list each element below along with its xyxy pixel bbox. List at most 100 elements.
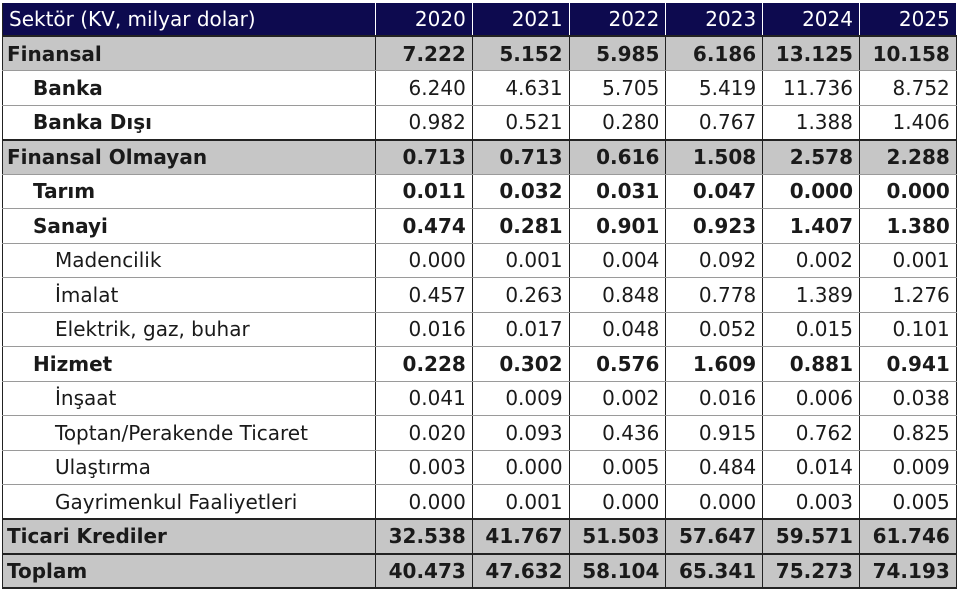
value-cell: 0.101 bbox=[859, 312, 957, 347]
value-cell: 0.484 bbox=[665, 450, 764, 485]
table-row: İmalat 0.457 0.263 0.848 0.778 1.389 1.276 bbox=[2, 277, 957, 313]
value-cell: 41.767 bbox=[472, 518, 570, 554]
value-cell: 0.009 bbox=[472, 381, 570, 416]
value-cell: 0.521 bbox=[472, 105, 570, 140]
value-cell: 2.578 bbox=[762, 138, 860, 175]
header-year: 2020 bbox=[375, 3, 473, 37]
value-cell: 65.341 bbox=[665, 552, 764, 589]
table-row: Toplam 40.473 47.632 58.104 65.341 75.273 74.1… bbox=[2, 552, 957, 589]
value-cell: 59.571 bbox=[762, 518, 860, 554]
table-row: Hizmet 0.228 0.302 0.576 1.609 0.881 0.941 bbox=[2, 346, 957, 382]
value-cell: 0.005 bbox=[859, 484, 957, 520]
value-cell: 0.000 bbox=[375, 484, 473, 520]
row-label: İmalat bbox=[2, 277, 376, 313]
value-cell: 2.288 bbox=[859, 138, 957, 175]
value-cell: 1.389 bbox=[762, 277, 860, 313]
row-label: Hizmet bbox=[2, 346, 376, 382]
header-year: 2021 bbox=[472, 3, 570, 37]
value-cell: 0.092 bbox=[665, 243, 764, 278]
value-cell: 0.778 bbox=[665, 277, 764, 313]
value-cell: 0.263 bbox=[472, 277, 570, 313]
value-cell: 1.276 bbox=[859, 277, 957, 313]
value-cell: 0.881 bbox=[762, 346, 860, 382]
header-year: 2023 bbox=[665, 3, 764, 37]
table-row: Finansal 7.222 5.152 5.985 6.186 13.125 10.158 bbox=[2, 36, 957, 71]
value-cell: 0.014 bbox=[762, 450, 860, 485]
sector-debt-table: Sektör (KV, milyar dolar) 2020 2021 2022… bbox=[2, 3, 957, 589]
value-cell: 0.009 bbox=[859, 450, 957, 485]
value-cell: 0.048 bbox=[569, 312, 667, 347]
table-row: Ulaştırma 0.003 0.000 0.005 0.484 0.014 0.009 bbox=[2, 450, 957, 485]
row-label: Sanayi bbox=[2, 208, 376, 244]
value-cell: 0.941 bbox=[859, 346, 957, 382]
row-label: Madencilik bbox=[2, 243, 376, 278]
value-cell: 0.002 bbox=[762, 243, 860, 278]
row-label: Elektrik, gaz, buhar bbox=[2, 312, 376, 347]
value-cell: 0.000 bbox=[375, 243, 473, 278]
value-cell: 1.407 bbox=[762, 208, 860, 244]
row-label: Ticari Krediler bbox=[2, 518, 376, 554]
value-cell: 0.093 bbox=[472, 415, 570, 451]
table-row: Tarım 0.011 0.032 0.031 0.047 0.000 0.000 bbox=[2, 174, 957, 209]
value-cell: 0.003 bbox=[762, 484, 860, 520]
table-row: Madencilik 0.000 0.001 0.004 0.092 0.002 0.001 bbox=[2, 243, 957, 278]
value-cell: 13.125 bbox=[762, 36, 860, 71]
value-cell: 0.713 bbox=[472, 138, 570, 175]
table-row: Sanayi 0.474 0.281 0.901 0.923 1.407 1.380 bbox=[2, 208, 957, 244]
table-row: Toptan/Perakende Ticaret 0.020 0.093 0.436 0… bbox=[2, 415, 957, 451]
row-label: Finansal Olmayan bbox=[2, 138, 376, 175]
row-label: Tarım bbox=[2, 174, 376, 209]
value-cell: 0.713 bbox=[375, 138, 473, 175]
value-cell: 0.762 bbox=[762, 415, 860, 451]
sector-debt-table-container: Sektör (KV, milyar dolar) 2020 2021 2022… bbox=[2, 3, 957, 589]
row-label: Finansal bbox=[2, 36, 376, 71]
value-cell: 0.767 bbox=[665, 105, 764, 140]
value-cell: 5.705 bbox=[569, 70, 667, 106]
value-cell: 11.736 bbox=[762, 70, 860, 106]
header-row: Sektör (KV, milyar dolar) 2020 2021 2022… bbox=[2, 3, 957, 37]
value-cell: 0.281 bbox=[472, 208, 570, 244]
value-cell: 1.406 bbox=[859, 105, 957, 140]
row-label: Banka bbox=[2, 70, 376, 106]
value-cell: 1.388 bbox=[762, 105, 860, 140]
row-label: Ulaştırma bbox=[2, 450, 376, 485]
value-cell: 0.020 bbox=[375, 415, 473, 451]
value-cell: 0.901 bbox=[569, 208, 667, 244]
value-cell: 58.104 bbox=[569, 552, 667, 589]
value-cell: 5.985 bbox=[569, 36, 667, 71]
value-cell: 0.474 bbox=[375, 208, 473, 244]
value-cell: 6.186 bbox=[665, 36, 764, 71]
value-cell: 0.915 bbox=[665, 415, 764, 451]
value-cell: 0.280 bbox=[569, 105, 667, 140]
table-row: Banka 6.240 4.631 5.705 5.419 11.736 8.752 bbox=[2, 70, 957, 106]
row-label: Toptan/Perakende Ticaret bbox=[2, 415, 376, 451]
value-cell: 0.052 bbox=[665, 312, 764, 347]
value-cell: 0.002 bbox=[569, 381, 667, 416]
table-row: Ticari Krediler 32.538 41.767 51.503 57.647 5… bbox=[2, 518, 957, 554]
value-cell: 0.000 bbox=[472, 450, 570, 485]
header-sector: Sektör (KV, milyar dolar) bbox=[2, 3, 376, 37]
value-cell: 0.982 bbox=[375, 105, 473, 140]
value-cell: 7.222 bbox=[375, 36, 473, 71]
header-year: 2025 bbox=[859, 3, 957, 37]
value-cell: 0.015 bbox=[762, 312, 860, 347]
value-cell: 61.746 bbox=[859, 518, 957, 554]
value-cell: 0.041 bbox=[375, 381, 473, 416]
value-cell: 1.508 bbox=[665, 138, 764, 175]
value-cell: 0.436 bbox=[569, 415, 667, 451]
value-cell: 0.302 bbox=[472, 346, 570, 382]
table-row: Banka Dışı 0.982 0.521 0.280 0.767 1.388 1.406 bbox=[2, 105, 957, 140]
value-cell: 0.047 bbox=[665, 174, 764, 209]
value-cell: 0.031 bbox=[569, 174, 667, 209]
value-cell: 8.752 bbox=[859, 70, 957, 106]
value-cell: 32.538 bbox=[375, 518, 473, 554]
value-cell: 0.016 bbox=[375, 312, 473, 347]
value-cell: 10.158 bbox=[859, 36, 957, 71]
row-label: Toplam bbox=[2, 552, 376, 589]
row-label: Gayrimenkul Faaliyetleri bbox=[2, 484, 376, 520]
value-cell: 0.006 bbox=[762, 381, 860, 416]
value-cell: 0.001 bbox=[472, 243, 570, 278]
value-cell: 0.000 bbox=[859, 174, 957, 209]
value-cell: 0.004 bbox=[569, 243, 667, 278]
value-cell: 0.000 bbox=[665, 484, 764, 520]
